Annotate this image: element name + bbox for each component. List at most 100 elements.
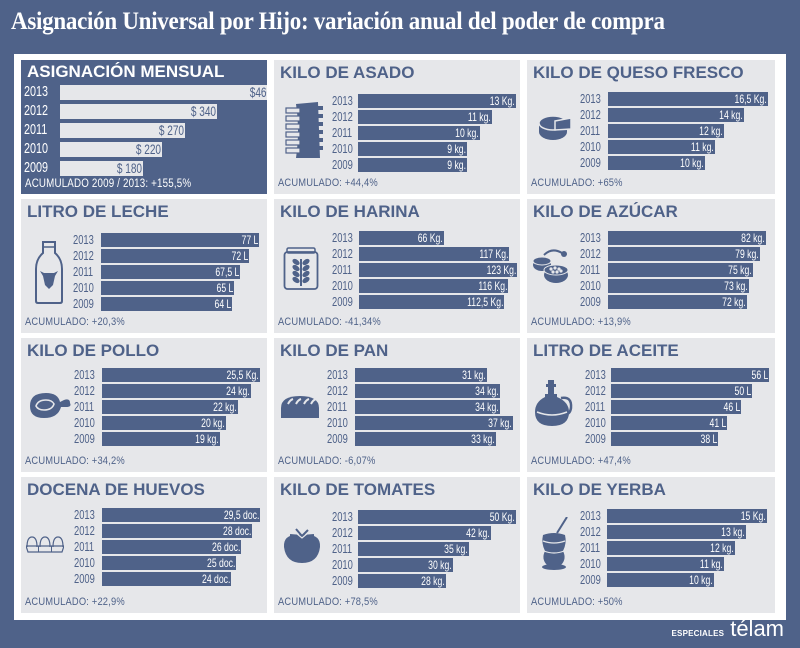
year-label: 2009 <box>332 157 353 172</box>
bar-value-label: $ 180 <box>116 160 142 176</box>
bar-row: 2010 25 doc. <box>74 555 267 570</box>
year-label: 2012 <box>74 383 95 398</box>
year-label: 2012 <box>580 107 601 122</box>
bar: 13 kg. <box>607 525 746 539</box>
bar-row: 2012 14 kg. <box>580 107 775 122</box>
bar-value-label: $ 340 <box>190 103 216 119</box>
bar-row: 2009 9 kg. <box>332 157 520 172</box>
bar: 72 L <box>101 249 249 263</box>
year-label: 2010 <box>24 140 49 157</box>
eggs-carton-icon <box>25 535 65 560</box>
bar: 14 kg. <box>608 108 744 122</box>
bar-value-label: 123 Kg. <box>486 263 516 277</box>
bar-value-label: $460 <box>249 84 267 100</box>
bar-row: 2013 16,5 Kg. <box>580 91 775 106</box>
bar-row: 2011 12 kg. <box>580 540 775 555</box>
bar-row: 2011 26 doc. <box>74 539 267 554</box>
year-label: 2009 <box>585 431 606 446</box>
year-label: 2010 <box>327 415 348 430</box>
year-label: 2011 <box>580 123 601 138</box>
bar-row: 2009 19 kg. <box>74 431 267 446</box>
year-label: 2009 <box>24 159 49 176</box>
year-label: 2010 <box>580 139 601 154</box>
bar-row: 2013 $460 <box>24 83 267 100</box>
mate-icon <box>539 516 569 578</box>
bar-value-label: 28 doc. <box>222 524 251 538</box>
bar: 75 kg. <box>608 263 753 277</box>
year-label: 2011 <box>74 539 95 554</box>
year-label: 2013 <box>585 367 606 382</box>
panel-title: KILO DE POLLO <box>27 341 160 360</box>
brand-name: télam <box>730 616 784 641</box>
panel-kilo-de-harina: KILO DE HARINA 2013 66 Kg. 2012 117 Kg. 2011… <box>274 199 520 333</box>
year-label: 2012 <box>332 246 353 261</box>
bar: 65 L <box>101 281 234 295</box>
bar-row: 2013 13 Kg. <box>332 93 520 108</box>
bar-value-label: 50 L <box>734 384 751 398</box>
bar-row: 2009 33 kg. <box>327 431 520 446</box>
bar-value-label: 19 kg. <box>195 432 219 446</box>
panel-kilo-de-yerba: KILO DE YERBA 2013 15 Kg. 2012 13 kg. 2011 12… <box>527 477 775 613</box>
year-label: 2012 <box>327 383 348 398</box>
year-label: 2012 <box>74 523 95 538</box>
bar-value-label: 116 Kg. <box>477 279 507 293</box>
bar-value-label: 72 kg. <box>722 295 746 309</box>
panel-title: ASIGNACIÓN MENSUAL <box>27 62 225 81</box>
bar: 42 kg. <box>358 526 491 540</box>
bar-value-label: 73 kg. <box>724 279 748 293</box>
panel-litro-de-aceite: LITRO DE ACEITE 2013 56 L 2012 50 L 2011 46 L… <box>527 338 775 472</box>
bar-row: 2012 28 doc. <box>74 523 267 538</box>
bar-row: 2011 75 kg. <box>580 262 775 277</box>
bar: 35 kg. <box>358 542 469 556</box>
year-label: 2009 <box>580 155 601 170</box>
bar-row: 2013 29,5 doc. <box>74 507 267 522</box>
bar-value-label: 79 kg. <box>735 247 759 261</box>
accumulated-change: ACUMULADO: +78,5% <box>278 596 378 608</box>
bar-value-label: 16,5 Kg. <box>734 92 767 106</box>
bar-row: 2011 123 Kg. <box>332 262 520 277</box>
year-label: 2013 <box>24 83 49 100</box>
bar-row: 2013 77 L <box>73 232 267 247</box>
accumulated-change: ACUMULADO: +44,4% <box>278 177 378 189</box>
bar-value-label: 66 Kg. <box>418 231 443 245</box>
year-label: 2009 <box>332 294 353 309</box>
bar-row: 2010 11 kg. <box>580 139 775 154</box>
bar-row: 2013 31 kg. <box>327 367 520 382</box>
bar-row: 2013 66 Kg. <box>332 230 520 245</box>
bar: 34 kg. <box>355 384 500 398</box>
bar: 19 kg. <box>102 432 220 446</box>
bar: 123 Kg. <box>359 263 517 277</box>
bar: 46 L <box>611 400 741 414</box>
accumulated-change: ACUMULADO: +13,9% <box>531 316 631 328</box>
bar-row: 2009 112,5 Kg. <box>332 294 520 309</box>
bar-row: 2010 20 kg. <box>74 415 267 430</box>
bar-value-label: 13 kg. <box>721 525 745 539</box>
bar-value-label: 11 kg. <box>700 557 723 571</box>
year-label: 2012 <box>332 525 353 540</box>
infographic-frame: ASIGNACIÓN MENSUAL 2013 $460 2012 $ 340 2011 $… <box>14 54 786 620</box>
bar-row: 2012 $ 340 <box>24 102 267 119</box>
accumulated-change: ACUMULADO: +20,3% <box>25 316 125 328</box>
accumulated-change: ACUMULADO: +34,2% <box>25 455 125 467</box>
year-label: 2013 <box>580 230 601 245</box>
accumulated-change: ACUMULADO 2009 / 2013: +155,5% <box>25 178 192 190</box>
bar: 12 kg. <box>607 541 735 555</box>
bar-value-label: $ 270 <box>158 122 184 138</box>
bar-row: 2013 25,5 Kg. <box>74 367 267 382</box>
bar: 10 kg. <box>608 156 705 170</box>
bar-value-label: 67,5 L <box>214 265 239 279</box>
bar: 79 kg. <box>608 247 760 261</box>
bar-value-label: 46 L <box>723 400 740 414</box>
bar-row: 2013 50 Kg. <box>332 509 520 524</box>
year-label: 2010 <box>580 278 601 293</box>
bar-value-label: 38 L <box>700 432 717 446</box>
bar-row: 2011 $ 270 <box>24 121 267 138</box>
bar-row: 2009 28 kg. <box>332 573 520 588</box>
accumulated-change: ACUMULADO: +50% <box>531 596 623 608</box>
bar-value-label: $ 220 <box>135 141 161 157</box>
year-label: 2013 <box>73 232 94 247</box>
bar-value-label: 34 kg. <box>475 400 499 414</box>
panel-title: LITRO DE LECHE <box>27 202 169 221</box>
year-label: 2010 <box>74 415 95 430</box>
oil-jug-icon <box>535 380 573 433</box>
